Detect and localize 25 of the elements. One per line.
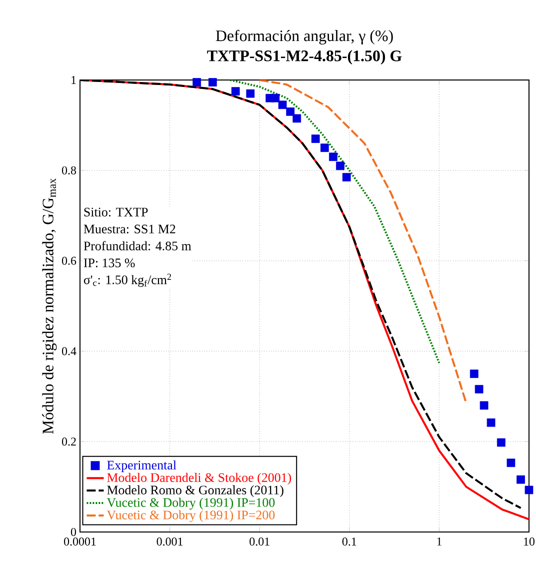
legend-label: Modelo Romo & Gonzales (2011)	[107, 485, 284, 498]
x-tick-label: 0.0001	[64, 538, 96, 546]
y-tick-label: 1	[72, 76, 76, 84]
y-tick-label: 0.2	[62, 438, 76, 446]
x-axis-title: Deformación angular, γ (%)	[216, 30, 393, 44]
y-axis-title: Módulo de rigidez normalizado, G/G$_{max}$	[42, 178, 57, 434]
x-tick-label: 0.01	[250, 538, 270, 546]
legend-label: Modelo Darendeli & Stokoe (2001)	[107, 472, 292, 485]
annotation: Sitio: TXTP	[84, 208, 148, 217]
x-tick-label: 0.1	[342, 538, 356, 546]
annotation: σ'$_{c}$: 1.50 kg$_{f}$/cm$^{2}$	[84, 274, 172, 287]
x-tick-label: 1	[437, 538, 442, 546]
y-tick-label: 0.4	[62, 347, 76, 356]
annotation: Profundidad: 4.85 m	[84, 241, 192, 250]
legend-label: Experimental	[107, 460, 176, 472]
y-tick-label: 0.6	[62, 256, 76, 265]
annotation: Muestra: SS1 M2	[84, 224, 176, 234]
legend-label: Vucetic & Dobry (1991) IP=100	[106, 498, 275, 510]
y-tick-label: 0	[70, 528, 76, 536]
y-tick-label: 0.8	[62, 166, 76, 174]
x-tick-label: 10	[524, 538, 535, 546]
x-tick-label: 0.001	[156, 538, 183, 546]
chart-title: TXTP-SS1-M2-4.85-(1.50) G	[207, 50, 402, 64]
legend-label: Vucetic & Dobry (1991) IP=200	[106, 510, 275, 522]
annotation: IP: 135 %	[84, 258, 135, 268]
